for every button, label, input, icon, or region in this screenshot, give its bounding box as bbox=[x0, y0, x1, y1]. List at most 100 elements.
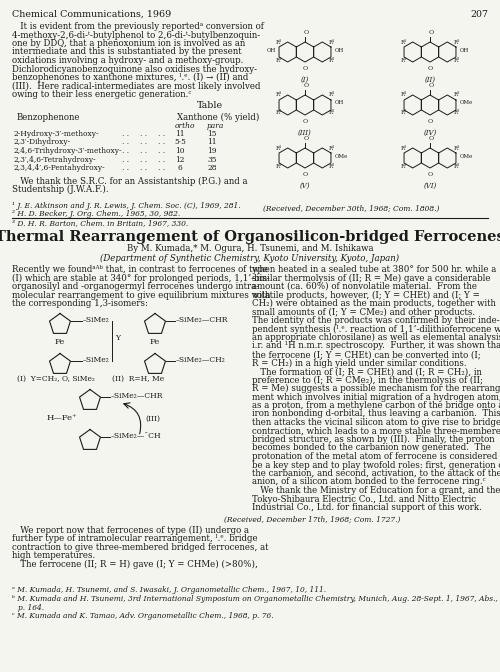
Text: We thank the Ministry of Education for a grant, and the: We thank the Ministry of Education for a… bbox=[252, 486, 500, 495]
Text: (III): (III) bbox=[145, 415, 160, 423]
Text: 12: 12 bbox=[176, 155, 185, 163]
Text: We thank the S.R.C. for an Assistantship (P.G.) and a: We thank the S.R.C. for an Assistantship… bbox=[12, 177, 248, 185]
Text: We report now that ferrocenes of type (II) undergo a: We report now that ferrocenes of type (I… bbox=[12, 526, 249, 535]
Text: R²: R² bbox=[400, 110, 406, 116]
Text: OMe: OMe bbox=[460, 101, 472, 106]
Text: OH: OH bbox=[460, 48, 468, 52]
Text: O: O bbox=[428, 83, 434, 88]
Text: 11: 11 bbox=[176, 130, 185, 138]
Text: OH: OH bbox=[266, 48, 276, 52]
Text: 19: 19 bbox=[208, 147, 217, 155]
Text: R²: R² bbox=[454, 163, 460, 169]
Text: R¹: R¹ bbox=[276, 93, 281, 97]
Text: contraction to give three-membered bridged ferrocenes, at: contraction to give three-membered bridg… bbox=[12, 542, 268, 552]
Text: (Received, December 17th, 1968; Com. 1727.): (Received, December 17th, 1968; Com. 172… bbox=[224, 515, 400, 523]
Text: anion, of a silicon atom bonded to the ferrocene ring.ᶜ: anion, of a silicon atom bonded to the f… bbox=[252, 478, 486, 487]
Text: R¹: R¹ bbox=[276, 40, 281, 44]
Text: benzophenones to xanthone mixtures, ᴵ.ᵉ. (I) → (II) and: benzophenones to xanthone mixtures, ᴵ.ᵉ.… bbox=[12, 73, 248, 82]
Text: O: O bbox=[302, 119, 308, 124]
Text: R¹: R¹ bbox=[400, 40, 406, 44]
Text: Y: Y bbox=[115, 335, 120, 343]
Text: Thermal Rearrangement of Organosilicon-bridged Ferrocenes: Thermal Rearrangement of Organosilicon-b… bbox=[0, 230, 500, 244]
Text: R²: R² bbox=[276, 163, 281, 169]
Text: –SiMe₂—CH₂: –SiMe₂—CH₂ bbox=[176, 357, 226, 364]
Text: R¹: R¹ bbox=[454, 93, 460, 97]
Text: 5·5: 5·5 bbox=[174, 138, 186, 146]
Text: ³ D. H. R. Barton, Chem. in Britain, 1967, 330.: ³ D. H. R. Barton, Chem. in Britain, 196… bbox=[12, 219, 188, 227]
Text: as a proton, from a methylene carbon of the bridge onto an: as a proton, from a methylene carbon of … bbox=[252, 401, 500, 410]
Text: ᶜ M. Kumada and K. Tamao, Adv. Organometallic Chem., 1968, p. 76.: ᶜ M. Kumada and K. Tamao, Adv. Organomet… bbox=[12, 612, 274, 620]
Text: R¹: R¹ bbox=[400, 146, 406, 151]
Text: Industrial Co., Ltd. for financial support of this work.: Industrial Co., Ltd. for financial suppo… bbox=[252, 503, 482, 512]
Text: contraction, which leads to a more stable three-membered: contraction, which leads to a more stabl… bbox=[252, 427, 500, 435]
Text: volatile products, however, (I; Y = CHEt) and (I; Y =: volatile products, however, (I; Y = CHEt… bbox=[252, 290, 480, 300]
Text: R¹: R¹ bbox=[328, 146, 334, 151]
Text: O: O bbox=[428, 30, 434, 35]
Text: (I): (I) bbox=[301, 76, 309, 84]
Text: –SiMe₂—¯CH: –SiMe₂—¯CH bbox=[111, 433, 162, 441]
Text: O: O bbox=[428, 66, 432, 71]
Text: molecular rearrangement to give equilibrium mixtures with: molecular rearrangement to give equilibr… bbox=[12, 290, 270, 300]
Text: amount (ca. 60%) of nonvolatile material.  From the: amount (ca. 60%) of nonvolatile material… bbox=[252, 282, 477, 291]
Text: The identity of the products was confirmed by their inde-: The identity of the products was confirm… bbox=[252, 316, 500, 325]
Text: an appropriate chlorosilane) as well as elemental analysis and: an appropriate chlorosilane) as well as … bbox=[252, 333, 500, 342]
Text: By M. Kumada,* M. Ogura, H. Tsunemi, and M. Ishikawa: By M. Kumada,* M. Ogura, H. Tsunemi, and… bbox=[127, 244, 373, 253]
Text: O: O bbox=[428, 136, 434, 141]
Text: Fe: Fe bbox=[55, 339, 65, 347]
Text: becomes bonded to the carbanion now generated.  The: becomes bonded to the carbanion now gene… bbox=[252, 444, 491, 452]
Text: 10: 10 bbox=[176, 147, 185, 155]
Text: R²: R² bbox=[400, 163, 406, 169]
Text: Xanthone (% yield): Xanthone (% yield) bbox=[177, 113, 260, 122]
Text: O: O bbox=[428, 119, 432, 124]
Text: R¹: R¹ bbox=[328, 40, 334, 44]
Text: 15: 15 bbox=[208, 130, 217, 138]
Text: OH: OH bbox=[334, 101, 344, 106]
Text: Fe: Fe bbox=[150, 339, 160, 347]
Text: (Received, December 30th, 1968; Com. 1808.): (Received, December 30th, 1968; Com. 180… bbox=[263, 205, 440, 213]
Text: 4-methoxy-2,6-di-ᵗ-butylphenol to 2,6-di-ᵗ-butylbenzoquin-: 4-methoxy-2,6-di-ᵗ-butylphenol to 2,6-di… bbox=[12, 30, 260, 40]
Text: . .: . . bbox=[158, 147, 165, 155]
Text: ² H. D. Becker, J. Org. Chem., 1965, 30, 982.: ² H. D. Becker, J. Org. Chem., 1965, 30,… bbox=[12, 210, 180, 218]
Text: O: O bbox=[304, 136, 308, 141]
Text: para: para bbox=[207, 122, 224, 130]
Text: ortho: ortho bbox=[175, 122, 196, 130]
Text: 6: 6 bbox=[178, 164, 182, 172]
Text: (II)  R=H, Me: (II) R=H, Me bbox=[112, 374, 164, 382]
Text: when heated in a sealed tube at 380° for 500 hr. while a: when heated in a sealed tube at 380° for… bbox=[252, 265, 496, 274]
Text: Studentship (J.W.A.F.).: Studentship (J.W.A.F.). bbox=[12, 185, 108, 194]
Text: one by DDQ, that a phenoxonium ion is involved as an: one by DDQ, that a phenoxonium ion is in… bbox=[12, 39, 245, 48]
Text: R = CH₂) in a high yield under similar conditions.: R = CH₂) in a high yield under similar c… bbox=[252, 358, 466, 368]
Text: (IV): (IV) bbox=[424, 129, 436, 137]
Text: OMe: OMe bbox=[460, 153, 472, 159]
Text: O: O bbox=[302, 172, 308, 177]
Text: oxidations involving a hydroxy- and a methoxy-group.: oxidations involving a hydroxy- and a me… bbox=[12, 56, 243, 65]
Text: (VI): (VI) bbox=[424, 182, 436, 190]
Text: R²: R² bbox=[328, 110, 334, 116]
Text: R¹: R¹ bbox=[328, 93, 334, 97]
Text: 207: 207 bbox=[470, 10, 488, 19]
Text: . .: . . bbox=[122, 147, 129, 155]
Text: the carbanion, and second, activation, to the attack of the: the carbanion, and second, activation, t… bbox=[252, 469, 500, 478]
Text: H—Fe⁺: H—Fe⁺ bbox=[46, 415, 77, 423]
Text: then attacks the vicinal silicon atom to give rise to bridge: then attacks the vicinal silicon atom to… bbox=[252, 418, 500, 427]
Text: R²: R² bbox=[276, 110, 281, 116]
Text: –SiMe₂—CHR: –SiMe₂—CHR bbox=[176, 317, 229, 325]
Text: R¹: R¹ bbox=[276, 146, 281, 151]
Text: –SiMe₂: –SiMe₂ bbox=[83, 317, 110, 325]
Text: iron nonbonding d-orbital, thus leaving a carbanion.  This: iron nonbonding d-orbital, thus leaving … bbox=[252, 409, 500, 419]
Text: ment which involves initial migration of a hydrogen atom,: ment which involves initial migration of… bbox=[252, 392, 500, 401]
Text: The formation of (I; R = CHEt) and (I; R = CH₂), in: The formation of (I; R = CHEt) and (I; R… bbox=[252, 367, 482, 376]
Text: R²: R² bbox=[454, 58, 460, 62]
Text: . .: . . bbox=[122, 155, 129, 163]
Text: 2,4,6-Trihydroxy-3′-methoxy-: 2,4,6-Trihydroxy-3′-methoxy- bbox=[14, 147, 122, 155]
Text: O: O bbox=[304, 30, 308, 35]
Text: 2,3,4,4′,6-Pentahydroxy-: 2,3,4,4′,6-Pentahydroxy- bbox=[14, 164, 106, 172]
Text: (II): (II) bbox=[424, 76, 436, 84]
Text: –SiMe₂: –SiMe₂ bbox=[83, 357, 110, 364]
Text: OH: OH bbox=[334, 48, 344, 52]
Text: preference to (I; R = CMe₂), in the thermolysis of (II;: preference to (I; R = CMe₂), in the ther… bbox=[252, 376, 483, 384]
Text: ᵇ M. Kumada and H. Tsunemi, 3rd International Symposium on Organometallic Chemis: ᵇ M. Kumada and H. Tsunemi, 3rd Internat… bbox=[12, 595, 498, 603]
Text: . .: . . bbox=[158, 130, 165, 138]
Text: (III).  Here radical-intermediates are most likely involved: (III). Here radical-intermediates are mo… bbox=[12, 81, 260, 91]
Text: small amounts of (I; Y = CMe₂) and other products.: small amounts of (I; Y = CMe₂) and other… bbox=[252, 308, 475, 317]
